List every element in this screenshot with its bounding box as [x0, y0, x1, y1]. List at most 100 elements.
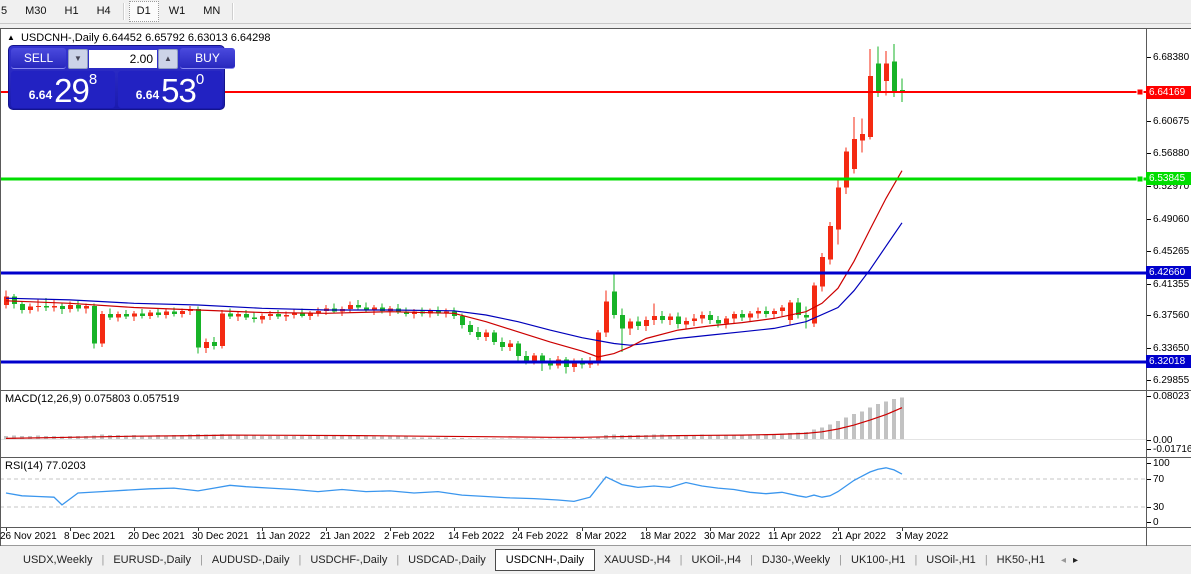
x-axis-tick [518, 528, 519, 531]
tab-scroll-right-icon[interactable]: ▸ [1073, 554, 1079, 566]
y-axis-tick [1147, 153, 1151, 154]
y-axis-tick [1147, 463, 1151, 464]
y-axis-label: 6.52970 [1153, 181, 1190, 192]
symbol-tab-usoil[interactable]: USOil-,H1 [926, 554, 976, 566]
y-axis-label: 6.33650 [1153, 343, 1190, 354]
buy-price-pip: 0 [195, 71, 205, 88]
timeframe-button-h1[interactable]: H1 [64, 5, 79, 17]
symbol-tab-usdchf[interactable]: USDCHF-,Daily [310, 554, 388, 566]
hline-handle[interactable] [1136, 175, 1144, 183]
x-axis-label: 30 Mar 2022 [704, 531, 761, 542]
chart-top-border [0, 28, 1191, 29]
y-axis-label: 100 [1153, 458, 1170, 469]
y-axis-tick [1147, 380, 1151, 381]
x-axis-label: 18 Mar 2022 [640, 531, 697, 542]
x-axis-label: 2 Feb 2022 [384, 531, 435, 542]
tab-separator: | [396, 554, 400, 566]
rsi-indicator-pane[interactable] [0, 458, 1146, 527]
tab-separator: | [679, 554, 683, 566]
chart-ohlc-values: 6.64452 6.65792 6.63013 6.64298 [102, 32, 271, 44]
x-axis-tick [6, 528, 7, 531]
y-axis-tick [1147, 522, 1151, 523]
x-axis-label: 8 Mar 2022 [576, 531, 627, 542]
x-axis-tick [198, 528, 199, 531]
symbol-tab-hk50[interactable]: HK50-,H1 [996, 554, 1045, 566]
timeframe-button-m30[interactable]: M30 [25, 5, 47, 17]
symbol-tab-dj30[interactable]: DJ30-,Weekly [761, 554, 831, 566]
x-axis-label: 11 Apr 2022 [768, 531, 822, 542]
tab-scroll-left-icon[interactable]: ◂ [1060, 554, 1066, 566]
x-axis-tick [902, 528, 903, 531]
timeframe-button-d1[interactable]: D1 [128, 1, 159, 22]
macd-indicator-pane[interactable] [0, 391, 1146, 457]
price-level-badge: 6.64169 [1146, 86, 1191, 99]
y-axis-label: 30 [1153, 502, 1165, 513]
x-axis-label: 11 Jan 2022 [256, 531, 311, 542]
y-axis-tick [1147, 440, 1151, 441]
volume-decrease-icon[interactable]: ▼ [68, 48, 88, 69]
sell-price-button[interactable]: 6.64 29 8 [11, 71, 115, 108]
price-axis-border [1146, 28, 1147, 546]
y-axis-label: 70 [1153, 474, 1165, 485]
buy-button[interactable]: BUY [180, 48, 235, 69]
buy-price-prefix: 6.64 [135, 88, 160, 102]
volume-input[interactable] [89, 49, 157, 68]
sell-button[interactable]: SELL [11, 48, 66, 69]
x-axis-label: 30 Dec 2021 [192, 531, 249, 542]
symbol-tab-audusd[interactable]: AUDUSD-,Daily [211, 554, 290, 566]
symbol-tab-usdcad[interactable]: USDCAD-,Daily [408, 554, 486, 566]
x-axis-tick [70, 528, 71, 531]
x-axis-tick [326, 528, 327, 531]
y-axis-tick [1147, 121, 1151, 122]
sell-price-pip: 8 [88, 71, 98, 88]
y-axis-tick [1147, 479, 1151, 480]
volume-increase-icon[interactable]: ▲ [158, 48, 178, 69]
y-axis-label: -0.017168 [1153, 444, 1191, 455]
macd-label: MACD(12,26,9) 0.075803 0.057519 [5, 393, 180, 405]
timeframe-button-w1[interactable]: W1 [168, 5, 186, 17]
y-axis-tick [1147, 284, 1151, 285]
y-axis-tick [1147, 57, 1151, 58]
y-axis-label: 6.37560 [1153, 310, 1190, 321]
x-axis-tick [262, 528, 263, 531]
timeframe-button-5[interactable]: 5 [1, 5, 8, 17]
symbol-tab-xauusd[interactable]: XAUUSD-,H4 [604, 554, 671, 566]
x-axis-tick [646, 528, 647, 531]
tab-separator: | [914, 554, 918, 566]
timeframe-button-h4[interactable]: H4 [96, 5, 111, 17]
tab-separator: | [199, 554, 203, 566]
x-axis-label: 26 Nov 2021 [0, 531, 57, 542]
toolbar-separator [232, 3, 235, 20]
x-axis-tick [710, 528, 711, 531]
main-price-chart[interactable] [0, 29, 1146, 390]
volume-stepper: ▼ ▲ [68, 48, 178, 69]
y-axis-label: 0.08023 [1153, 391, 1190, 402]
chart-background [0, 28, 1191, 545]
buy-price-button[interactable]: 6.64 53 0 [118, 71, 222, 108]
symbol-tab-usdcnh[interactable]: USDCNH-,Daily [494, 549, 596, 571]
chart-left-border [0, 28, 1, 546]
x-axis-tick [774, 528, 775, 531]
timeframe-button-mn[interactable]: MN [203, 5, 221, 17]
y-axis-tick [1147, 186, 1151, 187]
symbol-tab-ukoil[interactable]: UKOil-,H4 [691, 554, 742, 566]
rsi-label: RSI(14) 77.0203 [5, 460, 86, 472]
tab-separator: | [750, 554, 753, 566]
ma-line [5, 170, 903, 358]
toolbar-separator [122, 3, 125, 20]
symbol-tab-uk100[interactable]: UK100-,H1 [851, 554, 906, 566]
x-axis-label: 20 Dec 2021 [128, 531, 185, 542]
symbol-tab-eurusd[interactable]: EURUSD-,Daily [113, 554, 191, 566]
hline-handle[interactable] [1136, 88, 1144, 96]
ma-line [5, 222, 903, 346]
x-axis-label: 21 Jan 2022 [320, 531, 376, 542]
y-axis-tick [1147, 219, 1151, 220]
symbol-tab-usdx[interactable]: USDX,Weekly [23, 554, 93, 566]
x-axis-tick [454, 528, 455, 531]
chart-bottom-border [0, 545, 1191, 546]
price-level-badge: 6.53845 [1146, 172, 1191, 185]
y-axis-tick [1147, 507, 1151, 508]
y-axis-label: 6.68380 [1153, 52, 1190, 63]
buy-price-main: 53 [161, 72, 197, 109]
